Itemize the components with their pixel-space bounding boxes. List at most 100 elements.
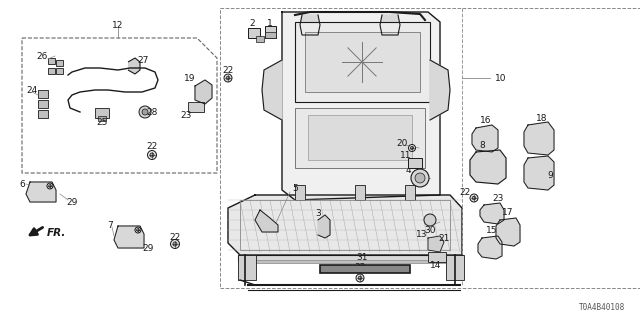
Bar	[295, 108, 425, 168]
Polygon shape	[472, 125, 498, 152]
Circle shape	[424, 214, 436, 226]
Text: 16: 16	[480, 116, 492, 124]
Polygon shape	[318, 215, 330, 238]
Text: 24: 24	[26, 85, 38, 94]
Text: 17: 17	[502, 207, 514, 217]
Bar	[428, 252, 446, 262]
Text: 3: 3	[315, 209, 321, 218]
Bar	[56, 68, 63, 74]
Circle shape	[49, 185, 51, 187]
Text: 20: 20	[396, 139, 408, 148]
Text: 8: 8	[479, 140, 485, 149]
Bar	[248, 28, 260, 38]
Bar	[38, 90, 48, 98]
Circle shape	[411, 169, 429, 187]
Circle shape	[173, 242, 177, 246]
Bar	[295, 22, 430, 102]
Text: 29: 29	[67, 197, 77, 206]
Text: 4: 4	[405, 165, 411, 174]
Bar	[38, 110, 48, 118]
Text: 19: 19	[184, 74, 196, 83]
Bar	[238, 255, 256, 280]
Bar	[446, 255, 464, 280]
Bar	[38, 100, 48, 108]
Bar	[308, 115, 412, 160]
Bar	[405, 185, 415, 200]
Text: 15: 15	[486, 226, 498, 235]
Circle shape	[147, 150, 157, 159]
Polygon shape	[255, 210, 278, 232]
Polygon shape	[428, 236, 444, 252]
Circle shape	[410, 147, 413, 149]
Text: 13: 13	[416, 229, 428, 238]
Polygon shape	[480, 203, 504, 224]
Bar	[295, 185, 305, 200]
Bar	[48, 68, 55, 74]
Circle shape	[356, 274, 364, 282]
Circle shape	[135, 227, 141, 233]
Text: 5: 5	[292, 183, 298, 193]
Circle shape	[408, 145, 415, 151]
Text: 31: 31	[356, 253, 368, 262]
Text: 25: 25	[96, 117, 108, 126]
Circle shape	[470, 194, 478, 202]
Bar	[95, 108, 109, 118]
Circle shape	[139, 106, 151, 118]
Circle shape	[224, 74, 232, 82]
Polygon shape	[496, 218, 520, 246]
Text: 22: 22	[222, 66, 234, 75]
Circle shape	[226, 76, 230, 80]
Bar	[238, 260, 463, 263]
Bar	[265, 26, 276, 38]
Polygon shape	[195, 80, 212, 104]
Text: 10: 10	[495, 74, 506, 83]
Text: 2: 2	[249, 19, 255, 28]
Text: 27: 27	[138, 55, 148, 65]
Polygon shape	[430, 60, 450, 120]
Bar	[238, 255, 463, 261]
Bar	[320, 265, 410, 273]
Text: 18: 18	[536, 114, 548, 123]
Circle shape	[150, 153, 154, 157]
Circle shape	[137, 229, 140, 231]
Text: 22: 22	[170, 233, 180, 242]
Polygon shape	[300, 15, 320, 35]
Polygon shape	[128, 58, 140, 74]
Text: 21: 21	[438, 234, 450, 243]
Bar	[355, 185, 365, 200]
Text: 6: 6	[19, 180, 25, 188]
Circle shape	[142, 109, 148, 115]
Text: 30: 30	[424, 226, 436, 235]
Text: 22: 22	[460, 188, 470, 196]
Text: 11: 11	[400, 150, 412, 159]
Polygon shape	[524, 122, 554, 155]
Circle shape	[358, 276, 362, 280]
Text: 14: 14	[430, 260, 442, 269]
Bar	[256, 36, 264, 42]
Bar	[188, 102, 204, 112]
Text: 23: 23	[492, 194, 504, 203]
Polygon shape	[478, 236, 502, 259]
Bar	[98, 116, 106, 121]
Circle shape	[170, 239, 179, 249]
Bar	[305, 32, 420, 92]
Bar	[265, 32, 276, 38]
Polygon shape	[228, 195, 462, 255]
Text: 22: 22	[147, 141, 157, 150]
Text: 28: 28	[147, 108, 157, 116]
Polygon shape	[380, 15, 400, 35]
Circle shape	[47, 183, 53, 189]
Bar	[240, 200, 450, 250]
Text: 1: 1	[267, 19, 273, 28]
Bar	[220, 8, 640, 288]
Polygon shape	[282, 12, 440, 200]
Circle shape	[415, 173, 425, 183]
Bar	[408, 158, 422, 168]
Text: T0A4B40108: T0A4B40108	[579, 303, 625, 312]
Bar	[48, 58, 55, 64]
Text: FR.: FR.	[47, 228, 67, 238]
Polygon shape	[262, 60, 282, 120]
Text: 32: 32	[355, 263, 365, 273]
Text: 26: 26	[36, 52, 48, 60]
Text: 7: 7	[107, 220, 113, 229]
